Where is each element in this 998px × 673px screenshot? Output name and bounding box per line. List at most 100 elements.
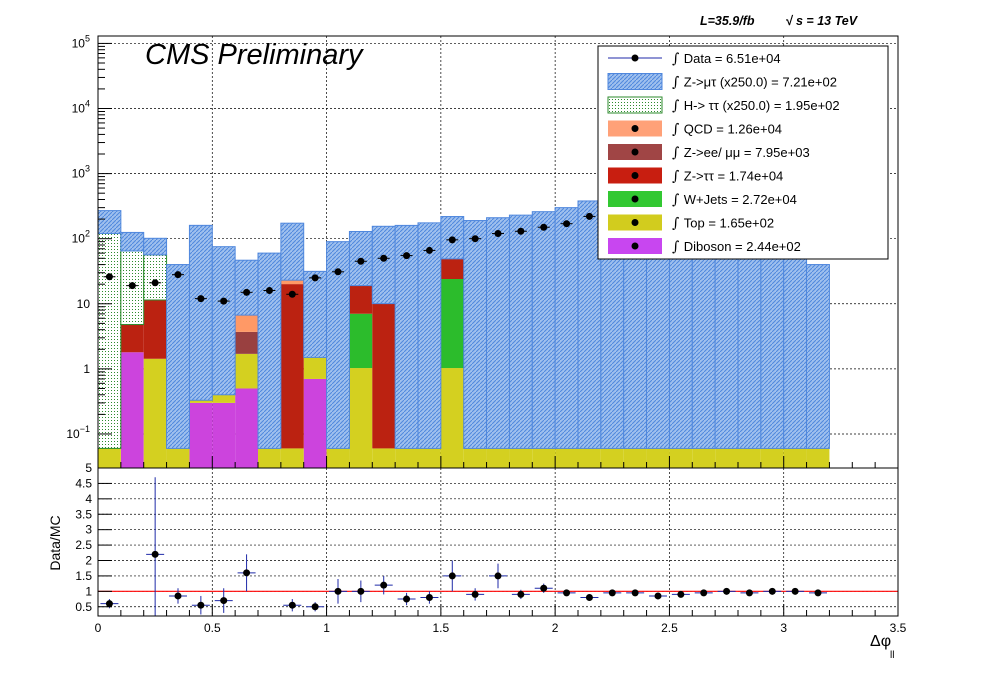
data-point	[220, 297, 228, 305]
x-axis-label-subscript: ll	[890, 650, 894, 661]
legend-label: ∫ Data = 6.51e+04	[672, 51, 781, 67]
ratio-y-tick-label: 2	[85, 554, 92, 568]
ratio-point	[220, 597, 228, 605]
data-point	[265, 286, 273, 294]
bar-1-4	[189, 400, 213, 403]
bar-1-21	[578, 448, 601, 468]
bar-7-8	[280, 222, 305, 281]
bar-1-12	[372, 448, 396, 468]
bar-7-21	[577, 200, 602, 449]
bar-5-8	[280, 280, 304, 285]
data-point	[448, 236, 456, 244]
lower-panel: 0.511.522.533.544.550 0.5 1 1.5 2 2.5 3 3.5 Dat…	[47, 461, 907, 661]
ratio-y-tick-label: 0.5	[75, 600, 92, 614]
legend-label: ∫ QCD = 1.26e+04	[672, 122, 782, 138]
legend-label: ∫ W+Jets = 2.72e+04	[672, 192, 797, 208]
bar-1-8	[280, 448, 304, 468]
ratio-point	[677, 590, 685, 598]
bar-7-1	[120, 231, 145, 252]
data-point	[380, 254, 388, 262]
data-point	[311, 274, 319, 282]
bar-3-11	[349, 285, 373, 314]
legend-marker	[631, 148, 639, 156]
legend-label: ∫ Top = 1.65e+02	[672, 216, 774, 232]
energy-sqrt-symbol: √	[786, 13, 794, 28]
bar-3-15	[440, 258, 464, 279]
bar-1-9	[303, 357, 327, 379]
ratio-point	[151, 550, 159, 558]
ratio-point	[791, 587, 799, 595]
lower-grid	[98, 467, 898, 616]
legend-entry: ∫ Z->ττ = 1.74e+04	[608, 167, 783, 185]
bar-2-15	[440, 278, 464, 369]
ratio-point	[723, 587, 731, 595]
ratio-y-tick-label: 2.5	[75, 538, 92, 552]
bar-1-29	[760, 448, 784, 468]
legend-label: ∫ Z->ee/ μμ = 7.95e+03	[672, 145, 810, 161]
data-point	[357, 257, 365, 265]
bar-1-25	[669, 448, 693, 468]
data-point	[174, 271, 182, 279]
ratio-point	[745, 589, 753, 597]
legend-entry: ∫ QCD = 1.26e+04	[608, 120, 782, 138]
data-point	[403, 252, 411, 260]
bar-1-31	[806, 448, 830, 468]
ratio-point	[768, 587, 776, 595]
bar-7-19	[531, 211, 556, 449]
bar-7-5	[211, 246, 236, 396]
y-tick-label: 105	[72, 33, 90, 50]
ratio-points	[100, 477, 827, 616]
data-point	[151, 279, 159, 287]
ratio-point	[311, 603, 319, 611]
lower-axis-ticks: 0.511.522.533.544.550 0.5 1 1.5 2 2.5 3 3.5	[75, 461, 906, 635]
bar-1-22	[600, 448, 624, 468]
ratio-point	[700, 589, 708, 597]
bar-7-4	[188, 224, 213, 401]
ratio-point	[197, 601, 205, 609]
bar-4-6	[235, 331, 258, 354]
data-point	[288, 290, 296, 298]
ratio-point	[243, 569, 251, 577]
bar-7-6	[234, 259, 259, 316]
data-point	[540, 223, 548, 231]
ratio-point	[517, 590, 525, 598]
bar-1-2	[143, 358, 167, 468]
bar-1-18	[509, 448, 533, 468]
bar-6-2	[143, 254, 168, 301]
bar-1-30	[783, 448, 807, 468]
x-tick-label: 1	[323, 621, 330, 635]
bar-1-3	[166, 448, 190, 468]
bar-1-11	[349, 368, 373, 468]
y-tick-label: 103	[72, 164, 90, 181]
bar-1-6	[235, 353, 258, 389]
y-tick-label: 1	[83, 362, 90, 376]
legend-marker	[631, 219, 639, 226]
bar-6-0	[97, 233, 122, 449]
legend-marker	[631, 172, 639, 179]
legend-entry: ∫ H-> ττ (x250.0) = 1.95e+02	[607, 96, 840, 114]
x-axis-label: Δφ	[870, 633, 891, 650]
bar-7-12	[371, 225, 396, 305]
ratio-point	[494, 572, 502, 580]
bar-1-10	[326, 448, 350, 468]
ratio-point	[105, 600, 113, 608]
data-point	[425, 246, 433, 254]
bar-7-31	[806, 264, 830, 449]
ratio-y-tick-label: 5	[85, 461, 92, 475]
bar-1-26	[692, 448, 716, 468]
bar-1-5	[212, 394, 236, 403]
legend-label: ∫ Z->μτ (x250.0) = 7.21e+02	[672, 75, 837, 91]
ratio-point	[334, 587, 342, 595]
ratio-point	[471, 590, 479, 598]
x-tick-label: 2	[552, 621, 559, 635]
ratio-point	[654, 592, 662, 600]
ratio-point	[608, 589, 616, 597]
energy-label: s = 13 TeV	[796, 14, 859, 28]
bar-0-4	[189, 402, 213, 468]
legend-swatch	[607, 96, 663, 114]
legend-entry: ∫ Z->μτ (x250.0) = 7.21e+02	[607, 73, 837, 91]
legend-entry: ∫ Top = 1.65e+02	[608, 214, 774, 232]
bar-1-0	[98, 448, 121, 468]
ratio-y-tick-label: 4.5	[75, 476, 92, 490]
